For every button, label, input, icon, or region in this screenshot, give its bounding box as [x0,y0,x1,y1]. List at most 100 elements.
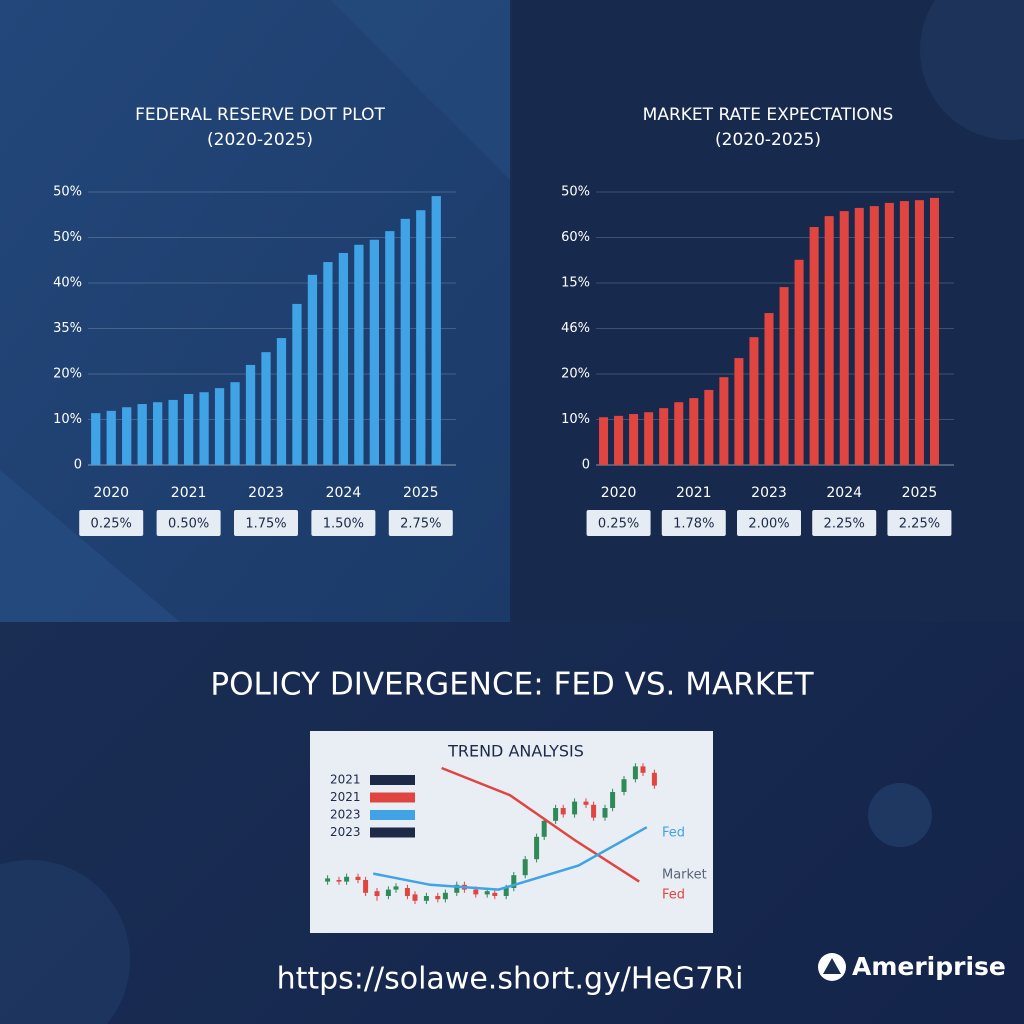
y-tick-label: 0 [74,458,82,473]
y-tick-label: 40% [53,276,82,291]
bar [929,197,939,466]
note-label: 1.50% [323,517,364,532]
y-tick-label: 50% [53,185,82,200]
bar [689,398,699,465]
x-tick-label: 2020 [601,485,637,501]
candle-body [583,801,589,805]
x-tick-label: 2020 [93,485,129,501]
note-label: 2.00% [748,517,789,532]
candle-body [336,880,342,882]
candle-body [404,888,410,896]
x-tick-label: 2021 [676,485,712,501]
candle-body [522,859,528,876]
bar [431,196,441,465]
x-tick-label: 2025 [403,485,439,501]
candle-body [484,891,490,895]
y-tick-label: 60% [561,230,590,245]
note-label: 0.25% [91,517,132,532]
bar [734,358,744,465]
x-tick-label: 2025 [902,485,938,501]
note-label: 1.78% [673,517,714,532]
x-tick-label: 2021 [171,485,207,501]
note-box [311,510,376,536]
bar [779,287,789,465]
note-label: 2.25% [899,517,940,532]
y-tick-label: 35% [53,321,82,336]
candle-body [355,876,361,880]
bar [168,399,178,465]
bar [137,404,147,465]
bar [106,410,116,465]
decor [920,0,1024,140]
candle-body [344,876,350,882]
note-box [887,510,952,536]
candle-body [385,889,391,896]
candle-body [423,896,429,901]
bar [629,414,639,465]
bar [230,382,240,465]
bar [354,244,364,465]
note-box [737,510,801,536]
bar [899,201,909,465]
chart-subtitle: (2020-2025) [207,130,313,150]
brand-logo-mark [823,958,841,974]
annotation: Market [662,868,707,883]
note-box [661,510,726,536]
bar [839,211,849,465]
legend-label: 2023 [330,825,361,839]
candle-body [363,880,369,893]
bar [884,202,894,466]
bar [214,388,225,465]
bar [794,259,804,465]
candle-body [651,772,657,786]
bar [199,392,209,465]
candle-body [621,779,627,792]
bar [400,218,410,465]
note-label: 2.25% [824,517,865,532]
candle-body [412,894,418,901]
candle-body [492,892,498,896]
bar [614,415,624,465]
note-box [812,510,877,536]
note-box [586,510,651,536]
decor [0,860,130,1024]
y-tick-label: 10% [53,412,82,427]
note-box [234,510,298,536]
trend-line [372,826,648,891]
candle-body [534,836,540,860]
bar [122,407,132,465]
bar [704,389,714,465]
chart-title: FEDERAL RESERVE DOT PLOT [135,105,385,125]
bar [292,303,302,465]
candle-body [503,888,509,896]
candle-body [454,884,460,893]
note-label: 1.75% [245,517,286,532]
y-tick-label: 0 [582,458,590,473]
y-tick-label: 46% [561,321,590,336]
decor [868,783,932,847]
series-label: Fed [662,888,685,903]
decor [0,470,180,622]
note-box [79,510,144,536]
trend-title: TREND ANALYSIS [447,742,584,761]
note-label: 0.50% [168,517,209,532]
candle-body [632,766,638,780]
bar [854,207,864,466]
bar [385,231,395,465]
candle-body [442,892,448,900]
bar [276,338,287,465]
legend-swatch [370,792,415,803]
bar [416,210,426,465]
candle-body [511,875,517,888]
legend-swatch [370,827,415,838]
candle-body [602,808,608,818]
brand: Ameriprise [852,952,1006,981]
bar [153,402,163,465]
legend-label: 2023 [330,808,361,822]
candle-body [473,889,479,895]
bar [644,412,654,465]
candle-body [435,896,441,900]
candle-body [560,808,566,815]
bar [599,417,609,465]
